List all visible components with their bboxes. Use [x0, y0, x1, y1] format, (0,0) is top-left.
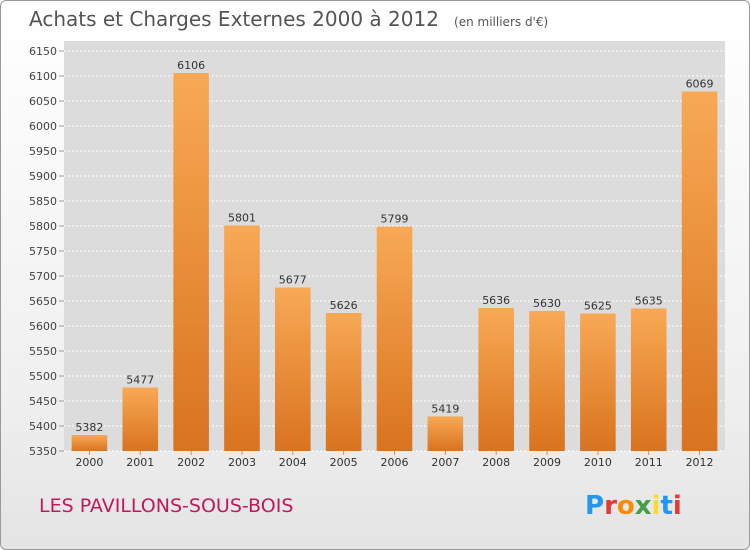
x-tick-label: 2008 — [482, 456, 510, 469]
data-label-2000: 5382 — [75, 421, 103, 434]
data-label-2006: 5799 — [381, 213, 409, 226]
chart-title-unit: (en milliers d'€) — [454, 15, 549, 29]
logo-letter: r — [604, 491, 617, 521]
data-label-2002: 6106 — [177, 59, 205, 72]
y-tick-label: 6050 — [29, 95, 57, 108]
bar-2007 — [427, 416, 464, 451]
x-tick-label: 2002 — [177, 456, 205, 469]
x-tick-label: 2009 — [533, 456, 561, 469]
data-label-2003: 5801 — [228, 212, 256, 225]
bar-2008 — [478, 308, 514, 451]
data-label-2012: 6069 — [686, 78, 714, 91]
x-tick-label: 2012 — [686, 456, 714, 469]
bar-2003 — [224, 225, 260, 451]
data-labels: 5382 5477 6106 5801 5677 5626 5799 5419 5636 5630… — [75, 59, 713, 434]
y-tick-label: 5800 — [29, 220, 57, 233]
y-tick-label: 5650 — [29, 295, 57, 308]
logo-letter: i — [672, 491, 682, 521]
x-tick-label: 2011 — [635, 456, 663, 469]
y-tick-label: 6150 — [29, 45, 57, 58]
data-label-2011: 5635 — [635, 295, 663, 308]
y-tick-label: 5600 — [29, 320, 57, 333]
y-tick-label: 5950 — [29, 145, 57, 158]
city-name: LES PAVILLONS-SOUS-BOIS — [39, 495, 294, 517]
y-tick-label: 5350 — [29, 445, 57, 458]
data-label-2008: 5636 — [482, 294, 510, 307]
x-tick-label: 2006 — [381, 456, 409, 469]
bar-2006 — [376, 226, 413, 451]
y-tick-label: 5550 — [29, 345, 57, 358]
x-tick-label: 2010 — [584, 456, 612, 469]
x-tick-label: 2000 — [75, 456, 103, 469]
x-tick-label: 2007 — [431, 456, 459, 469]
logo-letter: o — [616, 491, 635, 521]
data-label-2010: 5625 — [584, 300, 612, 313]
x-tick-label: 2004 — [279, 456, 307, 469]
bar-2001 — [122, 387, 159, 451]
bar-2009 — [529, 311, 565, 451]
bar-2012 — [681, 91, 718, 451]
proxiti-logo: Proxiti — [585, 491, 682, 521]
y-tick-label: 5900 — [29, 170, 57, 183]
y-tick-label: 5850 — [29, 195, 57, 208]
y-tick-label: 6100 — [29, 70, 57, 83]
data-label-2004: 5677 — [279, 274, 307, 287]
x-tick-label: 2005 — [330, 456, 358, 469]
bar-2004 — [275, 287, 311, 451]
bars — [71, 73, 718, 451]
bar-2000 — [71, 435, 108, 451]
x-axis-ticks: 2000 2001 2002 2003 2004 2005 2006 2007 2008 2009… — [75, 451, 714, 469]
bar-2005 — [325, 313, 362, 451]
chart-title: Achats et Charges Externes 2000 à 2012 (… — [29, 7, 548, 31]
data-label-2001: 5477 — [126, 374, 154, 387]
data-label-2005: 5626 — [330, 299, 358, 312]
logo-letter: x — [634, 491, 652, 521]
x-tick-label: 2001 — [126, 456, 154, 469]
y-tick-label: 5700 — [29, 270, 57, 283]
bar-2011 — [630, 308, 667, 451]
bar-2002 — [173, 73, 209, 451]
chart-title-main: Achats et Charges Externes 2000 à 2012 — [29, 7, 439, 31]
data-label-2007: 5419 — [431, 403, 459, 416]
y-axis-ticks: 5350 5400 5450 5500 5550 5600 5650 5700 5750 5800… — [29, 45, 64, 458]
logo-letter: i — [651, 491, 661, 521]
y-tick-label: 5400 — [29, 420, 57, 433]
y-tick-label: 5750 — [29, 245, 57, 258]
data-label-2009: 5630 — [533, 297, 561, 310]
x-tick-label: 2003 — [228, 456, 256, 469]
logo-letter: P — [585, 491, 605, 521]
logo-letter: t — [660, 491, 673, 521]
y-tick-label: 6000 — [29, 120, 57, 133]
y-tick-label: 5450 — [29, 395, 57, 408]
y-tick-label: 5500 — [29, 370, 57, 383]
bar-2010 — [580, 313, 616, 451]
